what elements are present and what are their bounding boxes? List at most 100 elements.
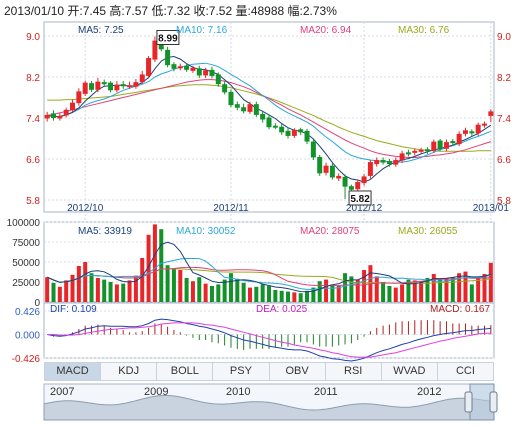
volume-bar [197, 277, 202, 302]
volume-bar [336, 286, 341, 302]
price-tick-left: 7.4 [26, 114, 40, 125]
volume-bar [463, 271, 468, 302]
candle-body [374, 160, 380, 165]
candle-body [114, 84, 120, 91]
volume-bar [305, 290, 310, 302]
tab-rsi[interactable]: RSI [326, 363, 382, 380]
volume-bar [133, 275, 138, 302]
dea-line [47, 322, 491, 358]
candle-body [481, 123, 487, 126]
candle-body [44, 114, 50, 119]
volume-bar [222, 279, 227, 302]
candle-body [82, 82, 88, 94]
candle-body [285, 130, 291, 136]
overview-right-handle[interactable] [489, 391, 498, 413]
candle-body [361, 176, 367, 184]
candle-body [298, 129, 304, 133]
high-callout: 8.99 [158, 34, 178, 45]
indicator-tabs: MACD KDJ BOLL PSY OBV RSI WVAD CCI [44, 362, 494, 381]
volume-bar [121, 283, 126, 302]
candle-body [450, 141, 456, 144]
ma10-line [47, 62, 491, 163]
candle-body [291, 129, 297, 136]
macd-tick: 0.000 [15, 331, 40, 342]
volume-ma-legend-1: MA10: 30052 [176, 226, 236, 237]
tab-cci[interactable]: CCI [455, 365, 475, 377]
volume-bar [330, 284, 335, 302]
volume-bar [343, 273, 348, 302]
volume-bar [146, 234, 151, 302]
candle-body [247, 104, 253, 112]
low-callout: 5.82 [350, 194, 370, 205]
volume-bar [51, 282, 56, 302]
candle-body [51, 113, 57, 118]
volume-bar [83, 262, 88, 302]
candle-body [171, 64, 177, 69]
tab-kdj[interactable]: KDJ [101, 363, 158, 380]
volume-bar [70, 274, 75, 302]
candle-body [146, 58, 152, 76]
price-tick-left: 8.2 [26, 73, 40, 84]
candle-body [70, 102, 76, 111]
candle-body [462, 130, 468, 134]
volume-bar [431, 274, 436, 302]
candle-body [89, 83, 95, 90]
candle-body [380, 160, 386, 163]
tab-macd[interactable]: MACD [45, 363, 102, 380]
date-tick: 2012/11 [213, 203, 249, 214]
tab-boll[interactable]: BOLL [157, 363, 214, 380]
volume-ma5-line [46, 241, 491, 293]
volume-bar [247, 287, 252, 302]
volume-bar [216, 284, 221, 302]
candle-body [222, 84, 228, 93]
quote-header: 2013/01/10 开:7.45 高:7.57 低:7.32 收:7.52 量… [4, 4, 337, 18]
overview-left-handle[interactable] [464, 391, 473, 413]
overview-year-label: 2011 [314, 386, 338, 398]
candle-body [165, 49, 171, 66]
candle-body [228, 91, 234, 106]
tab-wvad[interactable]: WVAD [382, 363, 438, 380]
candle-body [342, 176, 348, 187]
candle-body [431, 141, 437, 151]
volume-bar [159, 229, 164, 302]
candle-body [488, 111, 494, 116]
candle-body [437, 140, 443, 149]
candle-body [57, 115, 63, 119]
volume-bar [469, 284, 474, 302]
price-ma-legend-2: MA20: 6.94 [300, 25, 352, 36]
tab-obv[interactable]: OBV [270, 363, 326, 380]
volume-tick: 0 [34, 298, 40, 309]
candle-body [272, 125, 278, 128]
volume-bar [190, 281, 195, 302]
candle-body [475, 124, 481, 134]
overview-year-label: 2007 [50, 386, 74, 398]
volume-bar [114, 284, 119, 302]
volume-bar [235, 278, 240, 302]
volume-bar [419, 281, 424, 302]
volume-bar [374, 276, 379, 302]
volume-bar [76, 266, 81, 302]
volume-ma-legend-3: MA30: 26055 [398, 226, 458, 237]
candle-body [190, 67, 196, 71]
volume-bar [324, 279, 329, 302]
volume-ma10-line [46, 257, 491, 290]
macd-tick: -0.426 [12, 354, 41, 365]
candle-body [418, 149, 424, 152]
macd-label: MACD: 0.167 [430, 304, 490, 315]
volume-tick: 75000 [12, 238, 40, 249]
volume-bar [89, 273, 94, 302]
candle-body [266, 117, 272, 128]
volume-bar [400, 284, 405, 302]
candle-body [108, 82, 114, 91]
ma20-line [47, 79, 491, 158]
volume-tick: 100000 [7, 218, 41, 229]
tab-psy[interactable]: PSY [213, 363, 270, 380]
candle-body [317, 156, 323, 174]
volume-bar [488, 262, 493, 302]
candle-body [469, 131, 475, 134]
volume-bar [317, 281, 322, 302]
volume-bar [209, 286, 214, 302]
volume-bar [260, 284, 265, 302]
price-tick-left: 9.0 [26, 32, 40, 43]
